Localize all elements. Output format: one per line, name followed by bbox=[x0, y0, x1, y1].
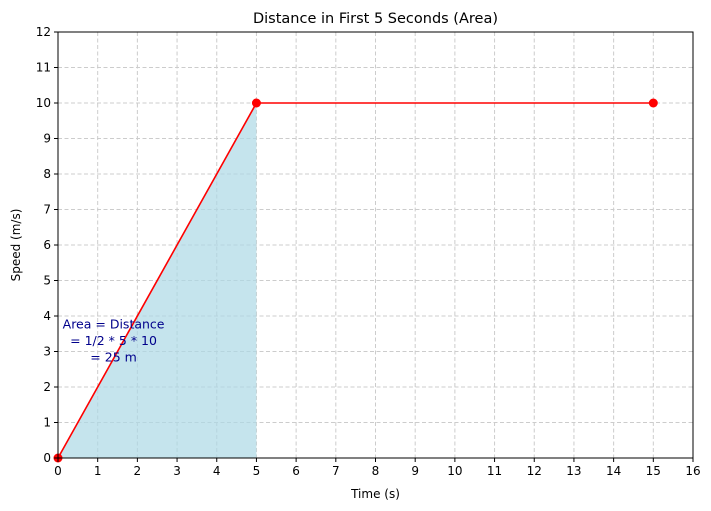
x-tick-label: 8 bbox=[372, 464, 380, 478]
y-tick-label: 4 bbox=[43, 309, 51, 323]
x-tick-label: 3 bbox=[173, 464, 181, 478]
x-tick-label: 6 bbox=[292, 464, 300, 478]
y-tick-label: 2 bbox=[43, 380, 51, 394]
y-tick-label: 8 bbox=[43, 167, 51, 181]
x-tick-label: 12 bbox=[527, 464, 542, 478]
x-tick-label: 2 bbox=[134, 464, 142, 478]
x-tick-label: 13 bbox=[566, 464, 581, 478]
x-axis-label: Time (s) bbox=[350, 487, 400, 501]
annotation-line: = 1/2 * 5 * 10 bbox=[70, 333, 157, 348]
x-tick-label: 5 bbox=[253, 464, 261, 478]
area-annotation: Area = Distance = 1/2 * 5 * 10= 25 m bbox=[63, 316, 165, 364]
x-tick-label: 9 bbox=[411, 464, 419, 478]
y-tick-label: 7 bbox=[43, 203, 51, 217]
annotation-line: = 25 m bbox=[90, 349, 137, 364]
y-tick-label: 10 bbox=[36, 96, 51, 110]
annotation-line: Area = Distance bbox=[63, 316, 165, 331]
y-tick-label: 1 bbox=[43, 416, 51, 430]
y-tick-label: 12 bbox=[36, 25, 51, 39]
x-tick-label: 0 bbox=[54, 464, 62, 478]
y-tick-label: 5 bbox=[43, 274, 51, 288]
data-point bbox=[251, 98, 261, 108]
x-tick-label: 11 bbox=[487, 464, 502, 478]
x-tick-label: 16 bbox=[685, 464, 700, 478]
y-tick-label: 11 bbox=[36, 61, 51, 75]
x-tick-label: 14 bbox=[606, 464, 621, 478]
x-tick-label: 1 bbox=[94, 464, 102, 478]
y-tick-label: 6 bbox=[43, 238, 51, 252]
x-tick-label: 4 bbox=[213, 464, 221, 478]
y-axis-label: Speed (m/s) bbox=[9, 209, 23, 282]
series-layer bbox=[53, 98, 658, 463]
x-tick-label: 15 bbox=[646, 464, 661, 478]
x-tick-label: 10 bbox=[447, 464, 462, 478]
x-tick-label: 7 bbox=[332, 464, 340, 478]
chart-title: Distance in First 5 Seconds (Area) bbox=[253, 11, 498, 27]
x-axis-ticks: 0 1 2 3 4 5 6 7 8 9 10 11 12 13 14 15 16 bbox=[54, 458, 701, 478]
y-tick-label: 3 bbox=[43, 345, 51, 359]
data-point bbox=[648, 98, 658, 108]
y-tick-label: 9 bbox=[43, 132, 51, 146]
y-tick-label: 0 bbox=[43, 451, 51, 465]
